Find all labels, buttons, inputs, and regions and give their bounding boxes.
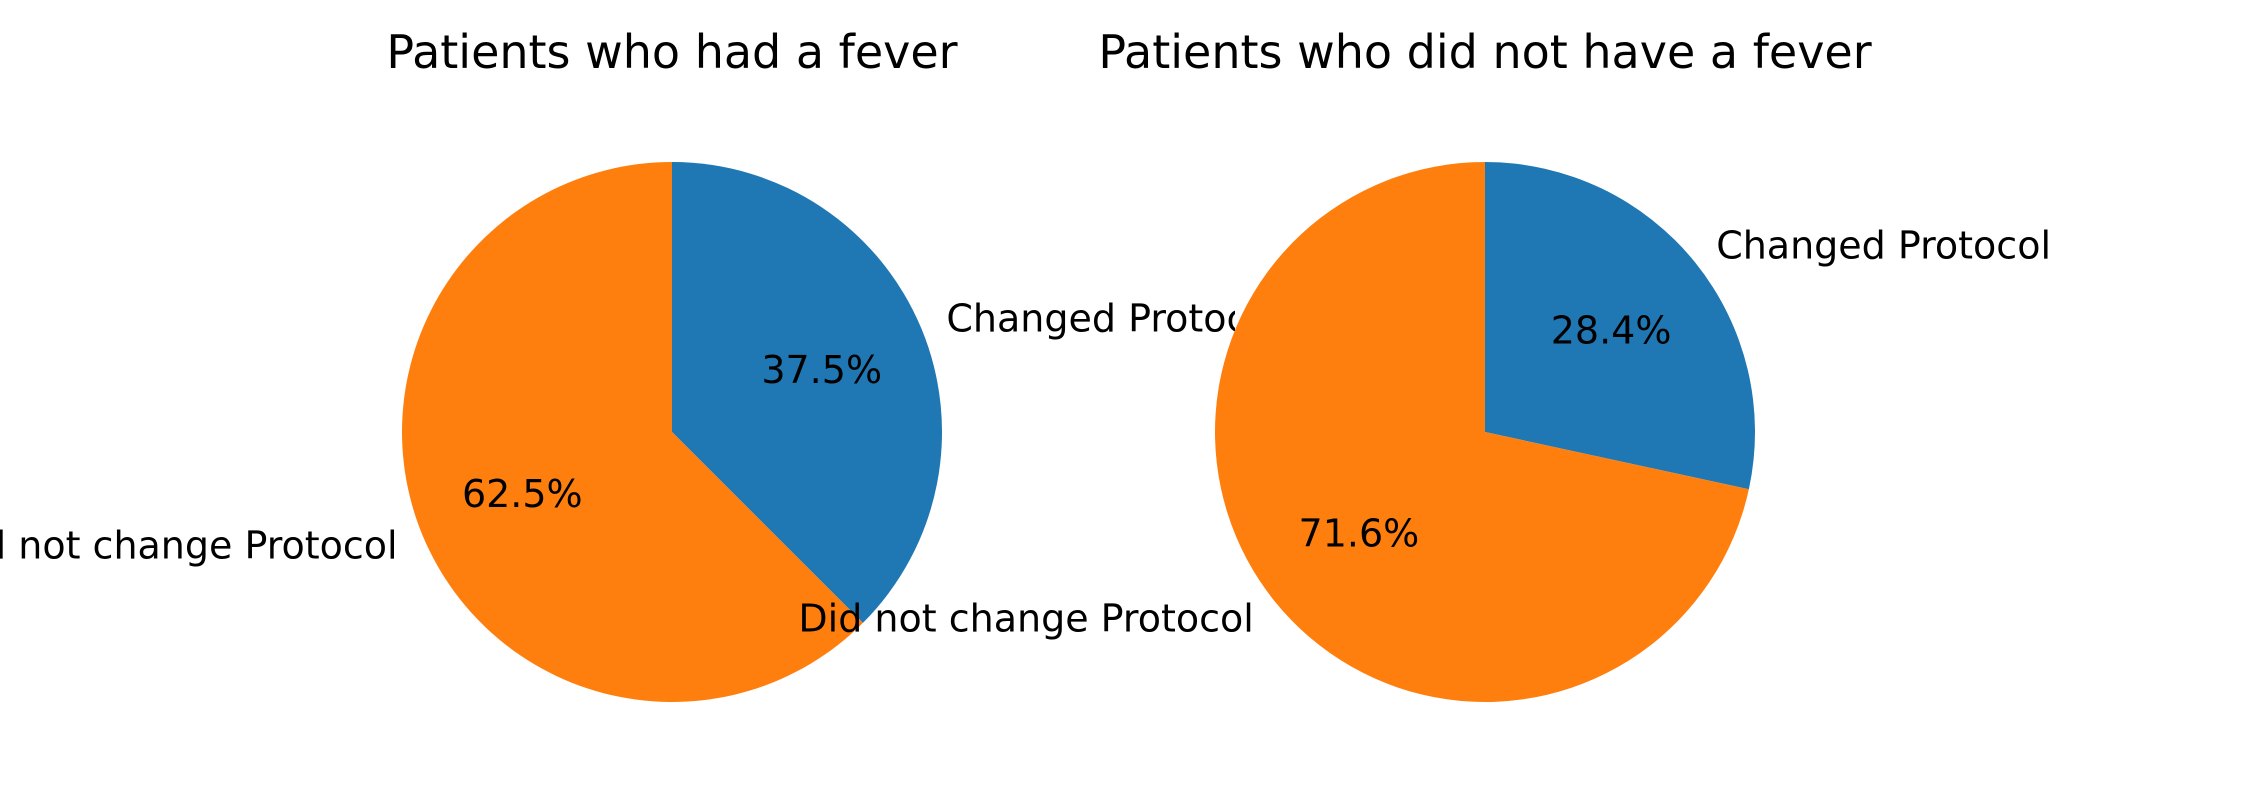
slice-label: Changed Protocol <box>946 296 1281 340</box>
chart-title: Patients who had a fever <box>386 25 957 79</box>
pie-slices <box>402 161 943 702</box>
slice-label: Did not change Protocol <box>798 596 1253 640</box>
pie-slice <box>1485 162 1755 490</box>
slice-labels: Changed Protocol Did not change Protocol <box>0 296 1281 568</box>
percent-label: 28.4% <box>1551 308 1672 352</box>
percent-label: 37.5% <box>761 348 882 392</box>
pie-slice <box>1214 162 1749 702</box>
percent-label: 71.6% <box>1299 512 1420 556</box>
percent-label: 62.5% <box>462 472 583 516</box>
slice-label: Did not change Protocol <box>0 524 398 568</box>
pie-chart-no-fever: Patients who did not have a fever Change… <box>798 25 2051 702</box>
pie-slices <box>1214 162 1755 702</box>
pie-slice <box>402 161 863 702</box>
slice-labels: Changed Protocol Did not change Protocol <box>798 224 2051 641</box>
pie-chart-fever: Patients who had a fever Changed Protoco… <box>0 25 1281 702</box>
chart-title: Patients who did not have a fever <box>1098 25 1871 79</box>
pie-slice <box>672 162 943 623</box>
slice-label: Changed Protocol <box>1716 224 2051 268</box>
